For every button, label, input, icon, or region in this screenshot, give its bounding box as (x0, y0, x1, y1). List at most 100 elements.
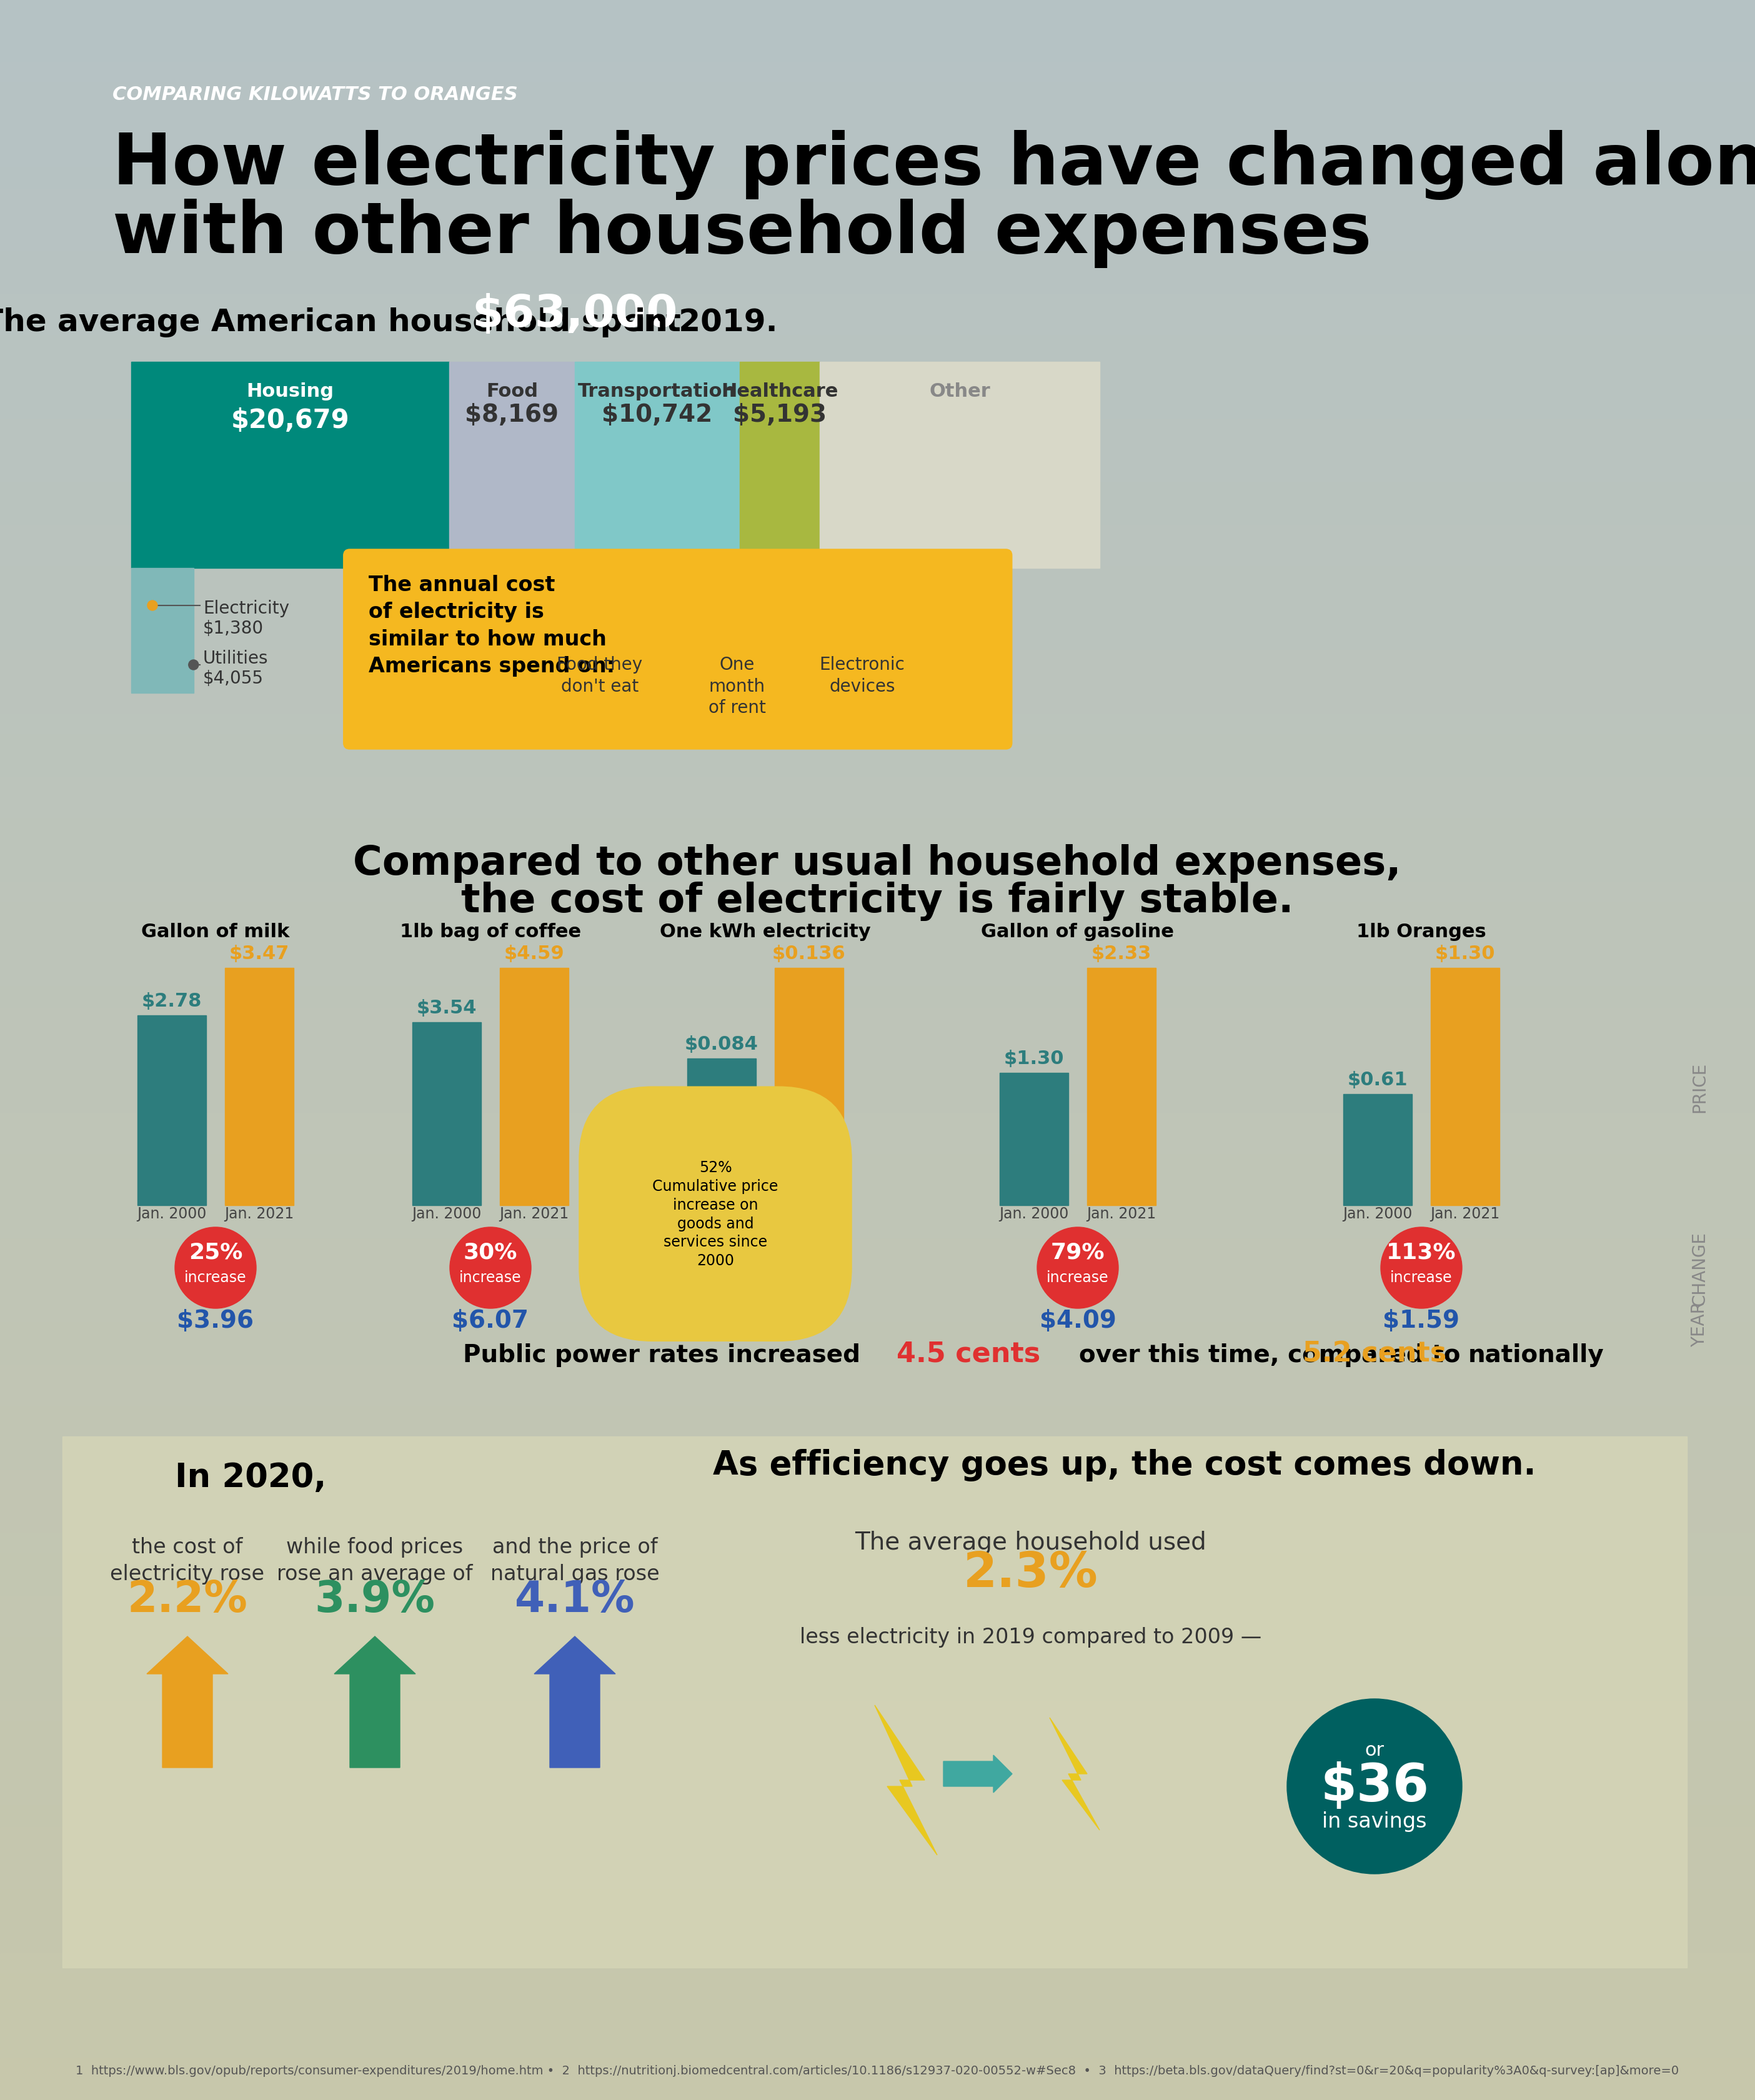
Bar (0, 567, 1755, 588)
Bar (0, 1470, 1755, 1491)
Bar (0, 840, 1755, 861)
Bar (0, 735, 1755, 756)
Text: Healthcare: Healthcare (721, 382, 839, 401)
Text: $20,679: $20,679 (232, 407, 349, 433)
Bar (0, 294, 1755, 315)
Text: In 2020,: In 2020, (176, 1462, 326, 1493)
Bar (0, 882, 1755, 903)
Bar (0, 1071, 1755, 1092)
Text: less electricity in 2019 compared to 2009 —: less electricity in 2019 compared to 200… (800, 1628, 1262, 1646)
Bar (0, 1386, 1755, 1407)
Text: 5.2 cents: 5.2 cents (1302, 1340, 1446, 1367)
Bar (0, 1000, 1755, 2100)
Bar (0, 63, 1755, 84)
Text: Jan. 2021: Jan. 2021 (1086, 1205, 1157, 1220)
Text: 1  https://www.bls.gov/opub/reports/consumer-expenditures/2019/home.htm •  2  ht: 1 https://www.bls.gov/opub/reports/consu… (75, 2064, 1680, 2077)
Bar (0, 1113, 1755, 1134)
Bar (0, 2079, 1755, 2100)
Bar (0, 462, 1755, 483)
Text: $2.78: $2.78 (142, 991, 202, 1010)
Bar (0, 1596, 1755, 1617)
Text: $1.30: $1.30 (1004, 1050, 1064, 1067)
Text: One
month
of rent: One month of rent (709, 655, 765, 716)
Bar (132, 569, 193, 693)
Text: The annual cost
of electricity is
similar to how much
Americans spend on:: The annual cost of electricity is simila… (369, 575, 614, 676)
Text: $63,000: $63,000 (472, 294, 677, 336)
Bar (0, 2037, 1755, 2058)
Bar (820, 363, 1100, 569)
Bar (0, 861, 1755, 882)
Text: 1lb bag of coffee: 1lb bag of coffee (400, 922, 581, 941)
Bar (0, 1722, 1755, 1743)
Text: the cost of electricity is fairly stable.: the cost of electricity is fairly stable… (462, 882, 1293, 920)
Bar (0, 945, 1755, 966)
Text: CHANGE: CHANGE (1690, 1231, 1708, 1306)
Text: The average American household spent: The average American household spent (0, 307, 681, 338)
Bar (0, 1680, 1755, 1701)
Text: Public power rates increased: Public power rates increased (463, 1344, 877, 1367)
Text: increase: increase (1046, 1270, 1109, 1285)
Text: Jan. 2000: Jan. 2000 (999, 1205, 1069, 1220)
Text: 52%
Cumulative price
increase on
goods and
services since
2000: 52% Cumulative price increase on goods a… (653, 1159, 777, 1268)
Bar (0, 42, 1755, 63)
Bar (0, 84, 1755, 105)
Bar (132, 363, 449, 569)
Text: $36: $36 (1320, 1762, 1429, 1812)
Bar (1086, 968, 1157, 1205)
FancyArrow shape (147, 1636, 228, 1768)
Text: 2.3%: 2.3% (963, 1550, 1099, 1596)
Bar (0, 777, 1755, 798)
Bar (0, 756, 1755, 777)
Text: 113%: 113% (1386, 1241, 1457, 1262)
Text: increase: increase (734, 1270, 797, 1285)
Bar (1430, 968, 1499, 1205)
Bar (0, 1701, 1755, 1722)
Text: Jan. 2000: Jan. 2000 (412, 1205, 481, 1220)
Bar (0, 105, 1755, 126)
Bar (0, 1491, 1755, 1512)
Bar (0, 1323, 1755, 1344)
Bar (0, 147, 1755, 168)
Text: Utilities
$4,055: Utilities $4,055 (204, 649, 269, 687)
Bar (0, 819, 1755, 840)
Bar (1000, 1073, 1069, 1205)
Bar (0, 1197, 1755, 1218)
Bar (500, 968, 569, 1205)
Bar (0, 1827, 1755, 1848)
Text: and the price of
natural gas rose: and the price of natural gas rose (490, 1537, 660, 1583)
Bar (0, 210, 1755, 231)
Text: Jan. 2021: Jan. 2021 (1430, 1205, 1501, 1220)
Text: $1.30: $1.30 (1436, 945, 1495, 962)
Bar (0, 903, 1755, 924)
Bar (225, 968, 293, 1205)
Text: YEAR: YEAR (1690, 1302, 1708, 1346)
Bar (0, 1617, 1755, 1638)
Text: in 2019.: in 2019. (635, 307, 777, 338)
Bar (0, 315, 1755, 336)
Bar (0, 1554, 1755, 1575)
Bar (0, 1659, 1755, 1680)
Bar (0, 1764, 1755, 1785)
Bar (0, 1869, 1755, 1890)
Bar (0, 630, 1755, 651)
Text: $8,169: $8,169 (465, 403, 558, 426)
Text: Electronic
devices: Electronic devices (820, 655, 906, 695)
Text: increase: increase (1390, 1270, 1453, 1285)
Text: in savings: in savings (1322, 1810, 1427, 1831)
Bar (137, 1016, 205, 1205)
Bar (0, 0, 1755, 1000)
Bar (0, 483, 1755, 504)
Bar (0, 1407, 1755, 1428)
Circle shape (176, 1226, 256, 1308)
Bar (0, 1260, 1755, 1281)
Bar (0, 651, 1755, 672)
Bar (0, 1302, 1755, 1323)
Text: Jan. 2021: Jan. 2021 (225, 1205, 295, 1220)
Bar (688, 1058, 756, 1205)
Bar (0, 1932, 1755, 1953)
Bar (0, 1134, 1755, 1155)
Bar (0, 693, 1755, 714)
Bar (0, 1155, 1755, 1176)
Bar (1343, 1094, 1413, 1205)
Bar (449, 363, 574, 569)
